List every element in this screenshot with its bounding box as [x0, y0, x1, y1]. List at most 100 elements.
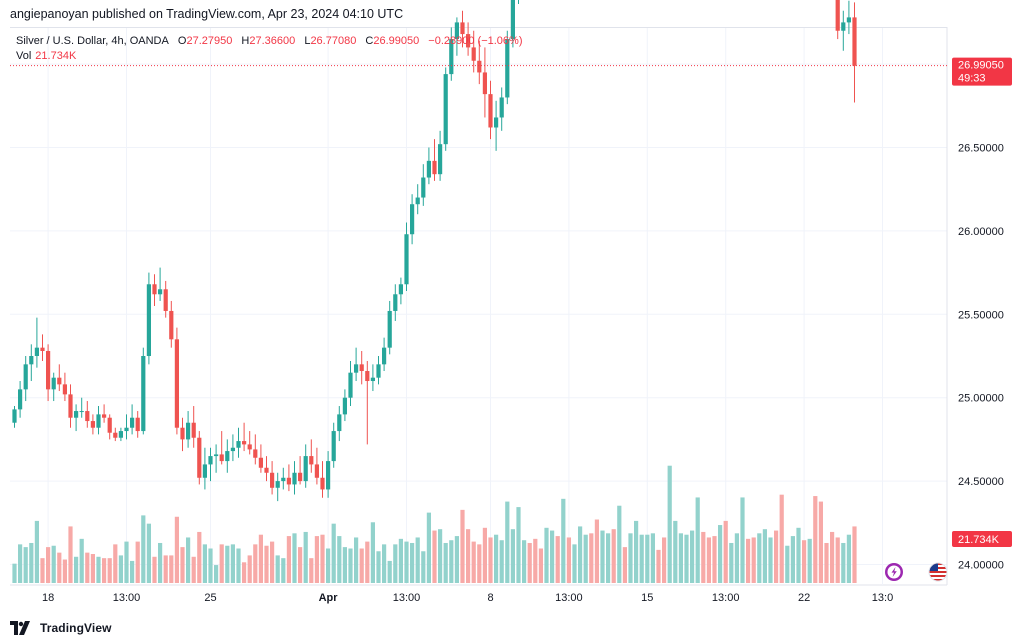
- volume-bar: [628, 533, 633, 583]
- candle-body: [57, 377, 62, 385]
- legend-close-value: 26.99050: [373, 35, 420, 47]
- candle-body: [510, 0, 515, 40]
- volume-bar: [46, 547, 51, 583]
- candle-body: [331, 431, 336, 462]
- volume-bar: [684, 534, 689, 583]
- candle-body: [505, 39, 510, 98]
- legend-volume-label[interactable]: Vol: [16, 50, 32, 62]
- volume-bar: [113, 544, 118, 583]
- x-tick-label: Apr: [319, 592, 339, 604]
- volume-bar: [51, 545, 56, 583]
- candle-body: [180, 427, 185, 440]
- candle-body: [852, 17, 857, 66]
- volume-bar: [264, 545, 269, 583]
- volume-bar: [449, 540, 454, 583]
- volume-bar: [365, 541, 370, 583]
- volume-bar: [802, 540, 807, 583]
- us-flag-icon[interactable]: [928, 562, 948, 582]
- footer-brand[interactable]: TradingView: [40, 621, 112, 635]
- volume-bar: [337, 536, 342, 583]
- volume-bar: [286, 536, 291, 583]
- volume-bar: [639, 534, 644, 583]
- volume-bar: [527, 542, 532, 583]
- volume-bar: [130, 560, 135, 583]
- volume-bar: [314, 536, 319, 583]
- candle-body: [135, 417, 140, 432]
- candle-body: [348, 372, 353, 398]
- y-tick-label: 26.50000: [958, 143, 1004, 155]
- legend-open-label: O: [177, 35, 187, 47]
- candle-body: [197, 437, 202, 478]
- candle-body: [29, 356, 34, 365]
- candle-body: [286, 477, 291, 485]
- volume-bar: [667, 465, 672, 583]
- volume-bar: [292, 533, 297, 583]
- volume-bar: [214, 565, 219, 583]
- candle-body: [404, 234, 409, 285]
- volume-bar: [180, 547, 185, 583]
- volume-bar: [230, 544, 235, 583]
- legend-volume-value: 21.734K: [35, 50, 77, 62]
- volume-bar: [578, 526, 583, 583]
- candle-body: [79, 411, 84, 413]
- legend-high-value: 27.36600: [249, 35, 296, 47]
- candle-body: [342, 397, 347, 415]
- candle-body: [174, 339, 179, 428]
- lightning-icon[interactable]: [885, 563, 903, 581]
- candle-body: [163, 289, 168, 311]
- volume-bar: [774, 530, 779, 583]
- volume-bar: [494, 534, 499, 583]
- price-badge-price: 26.99050: [958, 60, 1004, 72]
- volume-bar: [247, 555, 252, 583]
- tradingview-logo-icon[interactable]: [10, 621, 34, 635]
- candle-body: [169, 310, 174, 340]
- candle-body: [359, 364, 364, 372]
- volume-bar: [141, 515, 146, 583]
- volume-bar: [695, 497, 700, 583]
- y-tick-label: 25.00000: [958, 393, 1004, 405]
- chart-area[interactable]: [10, 27, 947, 585]
- price-badge: 26.99050 49:33: [952, 57, 1012, 86]
- x-axis[interactable]: 18 13:00 25 Apr 13:00 8 13:00 15 13:00 22 13:0: [42, 592, 893, 604]
- candle-body: [449, 39, 454, 75]
- volume-badge: 21.734K: [952, 531, 1012, 547]
- candle-body: [499, 97, 504, 118]
- y-tick-label: 25.50000: [958, 309, 1004, 321]
- legend-close-label: C: [365, 35, 374, 47]
- volume-bar: [410, 542, 415, 583]
- candle-body: [320, 477, 325, 490]
- publisher-line: angiepanoyan published on TradingView.co…: [10, 7, 404, 21]
- candle-body: [376, 364, 381, 378]
- x-tick-label: 22: [798, 592, 810, 604]
- candle-body: [421, 177, 426, 198]
- candle-body: [214, 454, 219, 457]
- volume-bar: [555, 536, 560, 583]
- legend-open-value: 27.27950: [186, 35, 233, 47]
- volume-bar: [746, 538, 751, 583]
- candle-body: [191, 422, 196, 438]
- volume-bar: [634, 520, 639, 583]
- legend-symbol[interactable]: Silver / U.S. Dollar, 4h, OANDA: [16, 35, 169, 47]
- candle-layer: [12, 0, 857, 502]
- candle-body: [102, 414, 107, 418]
- y-axis[interactable]: 30.0000029.5000029.0000028.5000028.00000…: [958, 0, 1004, 572]
- volume-bar: [606, 533, 611, 583]
- volume-bar: [723, 520, 728, 583]
- volume-bar: [331, 523, 336, 583]
- volume-bar: [846, 534, 851, 583]
- candle-body: [846, 17, 851, 23]
- volume-bar: [830, 531, 835, 583]
- volume-bar: [522, 540, 527, 583]
- candle-body: [454, 22, 459, 40]
- volume-bar: [589, 533, 594, 583]
- volume-bar: [124, 541, 129, 583]
- volume-bar: [96, 556, 101, 583]
- volume-bar: [23, 547, 28, 583]
- volume-bar: [298, 547, 303, 583]
- volume-bar: [242, 562, 247, 583]
- legend-ohlc-row: Silver / U.S. Dollar, 4h, OANDA O27.2795…: [16, 34, 528, 49]
- volume-bar: [762, 529, 767, 583]
- price-badge-countdown: 49:33: [958, 73, 986, 85]
- volume-bar: [18, 544, 23, 583]
